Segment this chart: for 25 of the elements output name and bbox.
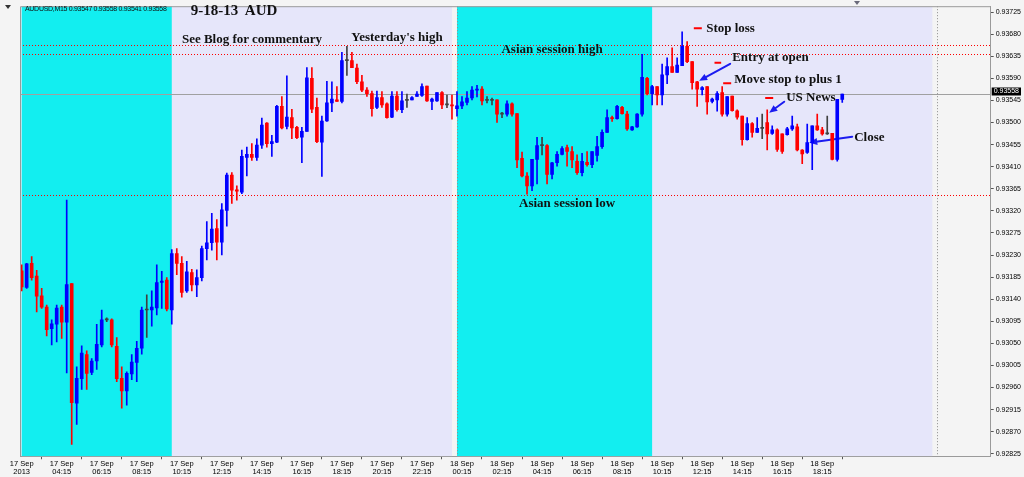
annotation: See Blog for commentary	[181, 31, 323, 47]
candlestick	[585, 151, 589, 167]
annotation: Close	[854, 129, 885, 144]
annotation: Stop loss	[706, 19, 755, 35]
candlestick	[540, 136, 544, 156]
candlestick	[345, 46, 349, 76]
annotation: US News	[786, 89, 836, 105]
annotation: Yesterday's high	[351, 28, 444, 44]
candlestick	[450, 94, 454, 120]
annotation: Asian session low	[519, 194, 616, 210]
candlestick	[285, 75, 289, 130]
annotation: Move stop to plus 1	[734, 70, 842, 86]
candlestick	[405, 93, 409, 108]
candlestick	[815, 113, 820, 131]
candlestick	[790, 115, 795, 131]
chart-title: 9-18-13 AUD	[190, 1, 278, 18]
annotation: Asian session high	[501, 40, 604, 56]
candlestick	[825, 115, 830, 135]
candlestick	[250, 143, 254, 161]
annotation: Entry at open	[732, 49, 810, 65]
candlestick	[335, 86, 339, 102]
candlestick	[159, 270, 164, 309]
candlestick	[760, 113, 765, 140]
candlestick	[330, 81, 334, 113]
candlestick	[64, 199, 69, 374]
